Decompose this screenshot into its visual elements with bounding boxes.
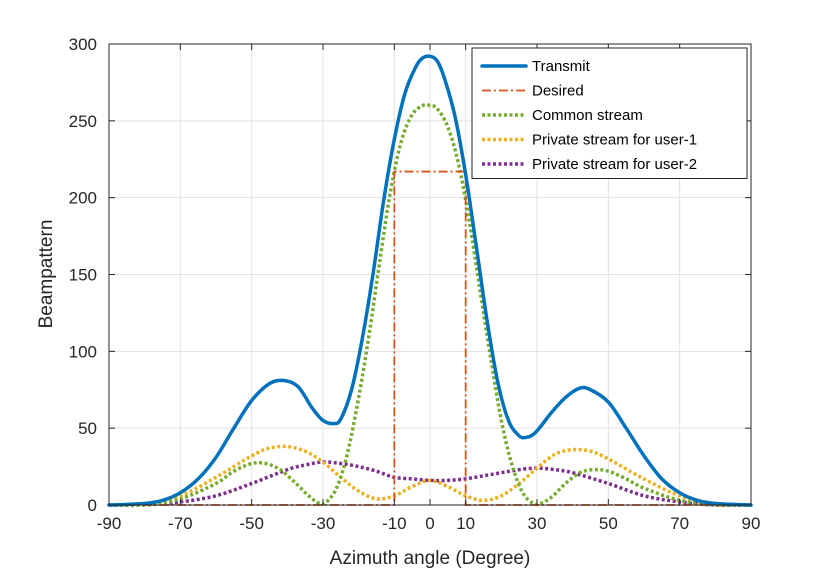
x-tick-label: 0 — [425, 514, 434, 533]
x-tick-label: -30 — [311, 514, 336, 533]
y-tick-label: 0 — [88, 496, 97, 515]
series-line-private-stream-for-user-1 — [108, 444, 752, 507]
x-tick-label: 90 — [742, 514, 761, 533]
legend-entry-label: Transmit — [532, 58, 591, 75]
x-axis-label: Azimuth angle (Degree) — [330, 548, 531, 569]
x-tick-label: -70 — [168, 514, 193, 533]
series-line-common-stream — [108, 102, 752, 508]
x-tick-label: 50 — [599, 514, 618, 533]
y-tick-label: 300 — [69, 35, 97, 54]
x-tick-label: -10 — [382, 514, 407, 533]
legend-entry-label: Common stream — [532, 107, 643, 124]
series-line-transmit — [107, 54, 753, 507]
legend: Transmit Desired Common stream Private stre… — [471, 47, 748, 179]
legend-entry-label: Private stream for user-2 — [532, 156, 697, 173]
y-tick-label: 100 — [69, 342, 97, 361]
y-tick-label: 200 — [69, 189, 97, 208]
tick-labels: -90 -70 -50 -30 -10 0 10 30 50 70 90 0 50 100 150 200 25… — [69, 35, 761, 533]
y-tick-label: 150 — [69, 266, 97, 285]
x-tick-label: -90 — [97, 514, 122, 533]
legend-entry-label: Desired — [532, 83, 584, 100]
y-tick-label: 250 — [69, 112, 97, 131]
x-tick-label: -50 — [239, 514, 264, 533]
y-axis-label: Beampattern — [36, 220, 57, 329]
legend-entry-label: Private stream for user-1 — [532, 132, 697, 149]
x-tick-label: 30 — [528, 514, 547, 533]
x-tick-label: 10 — [456, 514, 475, 533]
y-tick-label: 50 — [78, 419, 97, 438]
x-tick-label: 70 — [670, 514, 689, 533]
tick-marks — [108, 43, 752, 506]
